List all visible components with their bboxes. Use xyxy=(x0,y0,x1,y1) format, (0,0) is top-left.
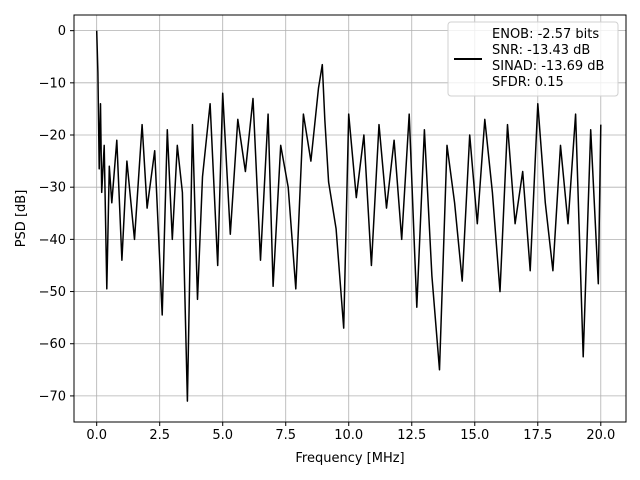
x-tick-label: 15.0 xyxy=(460,428,489,443)
y-tick-label: −30 xyxy=(39,181,66,196)
y-tick-label: −60 xyxy=(39,337,66,352)
x-axis-title: Frequency [MHz] xyxy=(295,451,404,466)
y-tick-label: −10 xyxy=(39,76,66,91)
psd-series-line xyxy=(95,30,602,402)
x-tick-label: 12.5 xyxy=(397,428,426,443)
x-tick-label: 5.0 xyxy=(212,428,233,443)
x-tick-label: 7.5 xyxy=(275,428,296,443)
y-tick-label: −50 xyxy=(39,285,66,300)
x-tick-label: 17.5 xyxy=(523,428,552,443)
x-tick-label: 2.5 xyxy=(149,428,170,443)
y-tick-label: −70 xyxy=(39,389,66,404)
legend-snr: SNR: -13.43 dB xyxy=(492,43,590,58)
legend-box xyxy=(447,21,619,97)
x-tick-label: 10.0 xyxy=(334,428,363,443)
plot-frame xyxy=(73,14,627,423)
y-tick-label: −40 xyxy=(39,233,66,248)
y-tick-label: −20 xyxy=(39,129,66,144)
legend-sinad: SINAD: -13.69 dB xyxy=(492,59,604,74)
legend-enob: ENOB: -2.57 bits xyxy=(492,27,599,42)
x-tick-label: 0.0 xyxy=(86,428,107,443)
x-tick-label: 20.0 xyxy=(586,428,615,443)
y-tick-label: 0 xyxy=(58,24,66,39)
y-axis-title: PSD [dB] xyxy=(14,190,29,248)
series-layer xyxy=(95,30,602,402)
tick-layer: 0.0 2.5 5.0 7.5 10.0 12.5 15.0 17.5 20.0 0 −10 −20 −… xyxy=(39,24,616,443)
legend: ENOB: -2.57 bits SNR: -13.43 dB SINAD: -… xyxy=(447,21,619,97)
legend-sfdr: SFDR: 0.15 xyxy=(492,75,564,90)
